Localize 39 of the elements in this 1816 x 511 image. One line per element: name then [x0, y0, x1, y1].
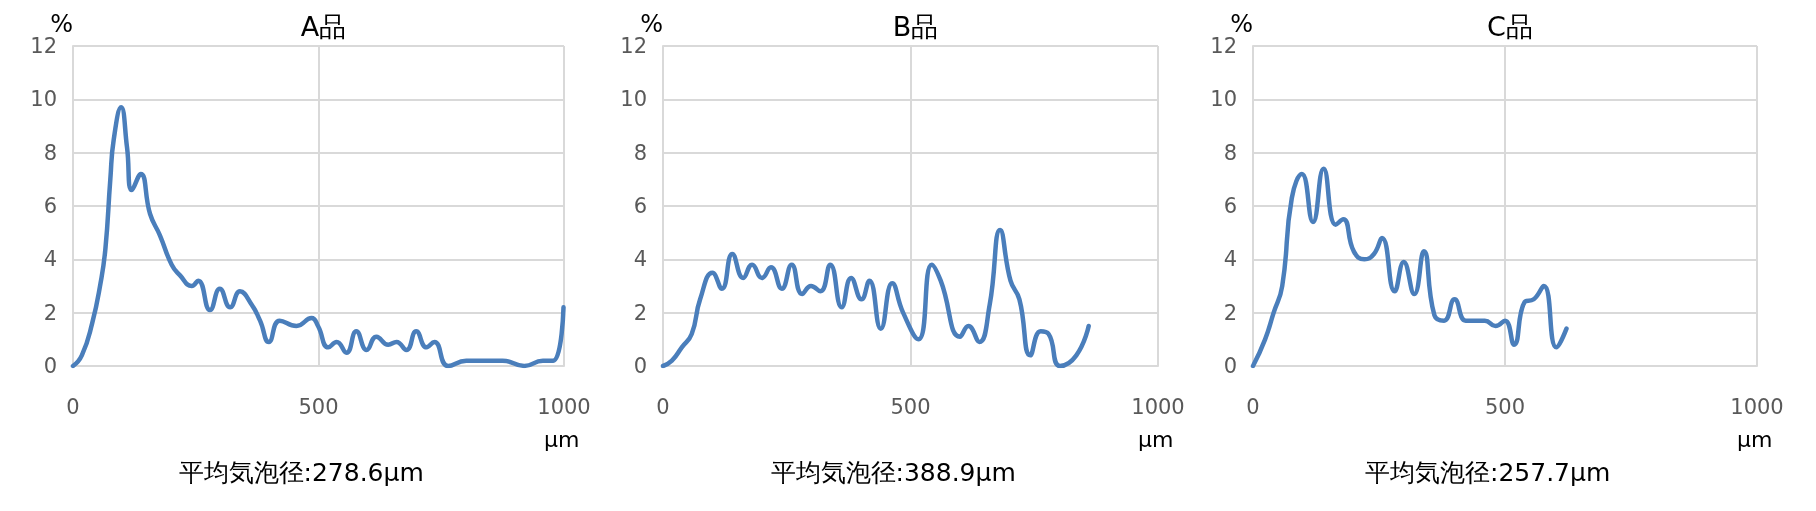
x-tick-label: 500	[298, 394, 339, 419]
chart-title: A品	[300, 11, 347, 42]
x-tick-label: 500	[1484, 394, 1526, 419]
x-tick-label: 1000	[1730, 394, 1784, 419]
x-tick-label: 1000	[1131, 394, 1185, 419]
line-series	[1250, 166, 1569, 369]
text: 平均気泡径:388.9μm	[770, 458, 1016, 487]
x-axis-title: μm	[1737, 426, 1773, 452]
y-tick-label: 6	[633, 194, 647, 218]
y-tick-label: 0	[1223, 354, 1237, 378]
y-tick-label: 4	[1223, 247, 1237, 272]
y-tick-label: 2	[1223, 300, 1237, 325]
y-tick-label: 10	[1210, 87, 1237, 112]
x-tick-label: 500	[890, 394, 931, 419]
y-tick-label: 6	[1223, 194, 1237, 218]
y-tick-label: 8	[633, 140, 647, 165]
y-tick-label: 2	[43, 300, 57, 325]
x-tick-label: 0	[66, 394, 80, 419]
line-series	[660, 227, 1091, 369]
x-axis-title: μm	[1138, 426, 1174, 452]
y-tick-label: 4	[43, 247, 57, 272]
x-tick-label: 1000	[537, 394, 591, 419]
y-tick-label: 2	[633, 300, 647, 325]
text: 平均気泡径:278.6μm	[178, 458, 424, 487]
y-tick-label: 8	[1223, 140, 1237, 165]
text: 平均気泡径:257.7μm	[1365, 458, 1611, 487]
y-tick-label: 6	[43, 194, 57, 218]
y-tick-label: 10	[30, 87, 57, 112]
x-tick-label: 0	[1246, 394, 1260, 419]
x-axis-title: μm	[544, 426, 580, 452]
y-tick-label: 0	[43, 354, 57, 378]
y-tick-label: 0	[633, 354, 647, 378]
x-tick-label: 0	[656, 394, 670, 419]
y-tick-label: 8	[43, 140, 57, 165]
line-series	[70, 105, 566, 369]
y-tick-label: 4	[633, 247, 647, 272]
chart-title: C品	[1487, 11, 1533, 42]
chart-title: B品	[892, 11, 939, 42]
y-tick-label: 10	[620, 87, 647, 112]
